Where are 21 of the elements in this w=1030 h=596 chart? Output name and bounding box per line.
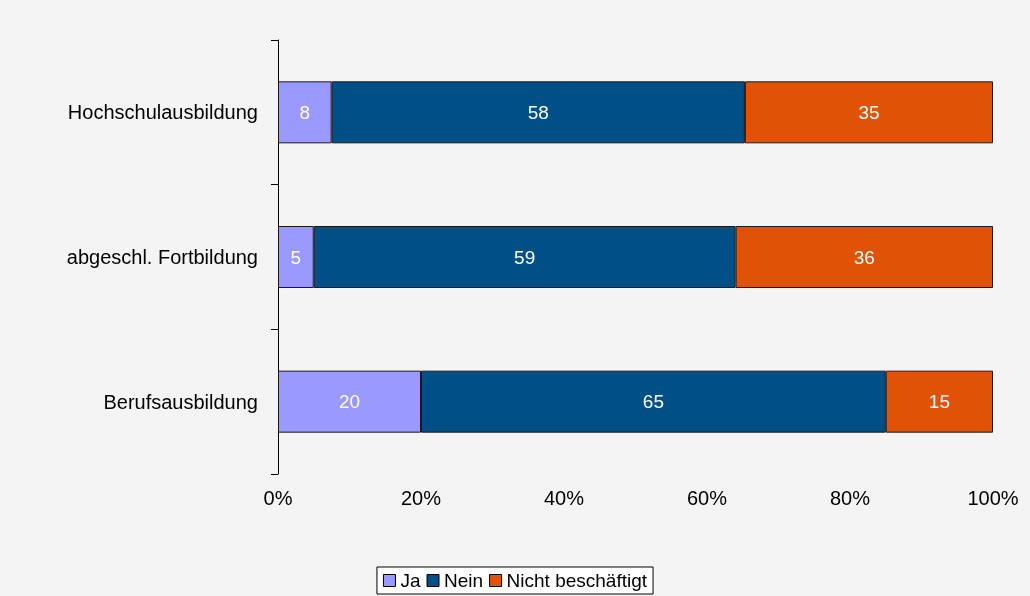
x-tick-label: 40% [543,487,585,509]
data-label: 15 [928,391,950,413]
y-tick-label: abgeschl. Fortbildung [66,246,258,268]
x-tick-label: 80% [829,487,871,509]
legend-label: Nicht beschäftigt [506,570,648,591]
data-label: 5 [290,246,302,268]
data-label: 59 [514,246,536,268]
y-tick-label: Hochschulausbildung [67,101,258,124]
data-label: 65 [642,391,664,413]
data-label: 58 [527,101,549,123]
y-tick-label: Berufsausbildung [103,390,258,413]
data-label: 8 [299,101,311,123]
legend-label: Nein [444,570,484,591]
data-label: 36 [853,246,875,268]
x-tick-label: 0% [263,487,293,509]
legend-label: Ja [400,570,421,591]
data-label: 35 [858,101,880,123]
data-label: 20 [338,391,361,413]
x-tick-label: 100% [967,487,1019,509]
x-tick-label: 60% [686,487,728,509]
x-tick-label: 20% [400,487,442,509]
